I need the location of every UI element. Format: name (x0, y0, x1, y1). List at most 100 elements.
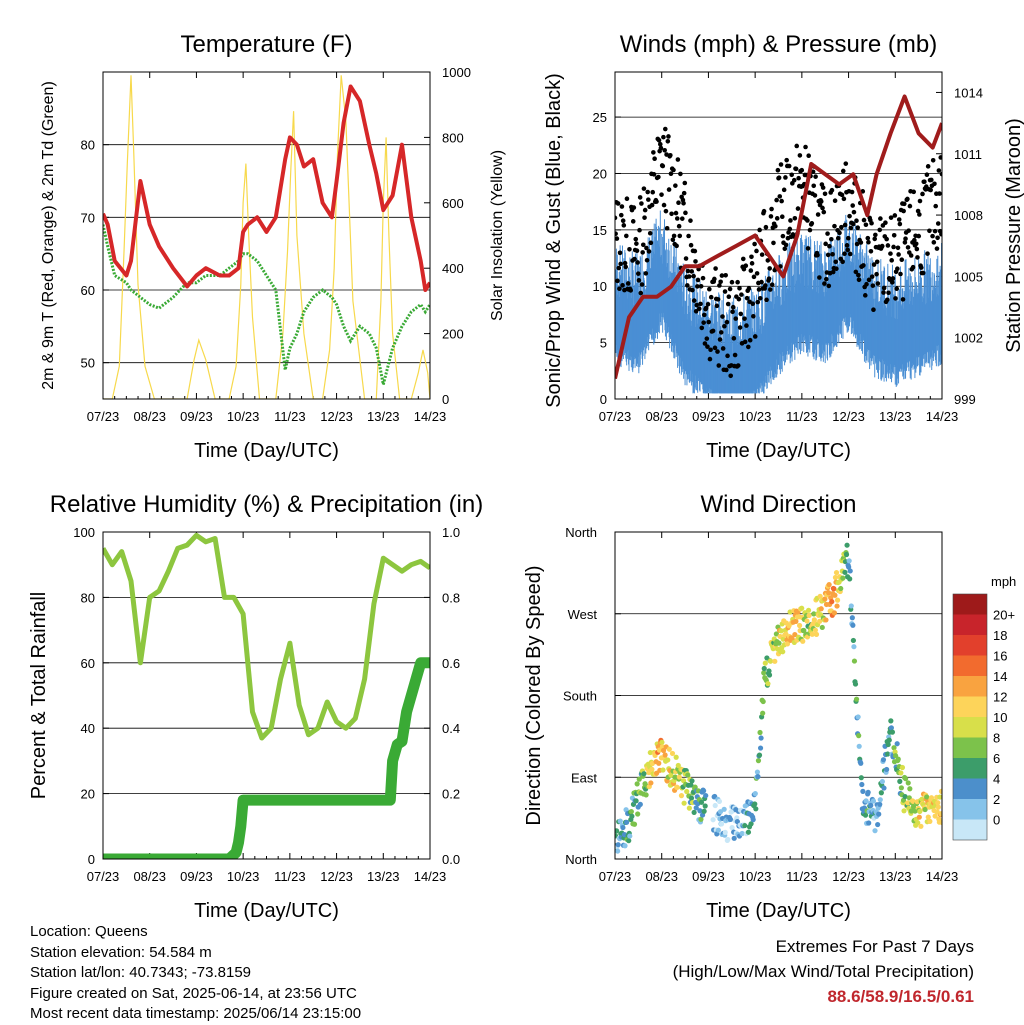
gust-point (765, 258, 771, 263)
latlon-text: Station lat/lon: 40.7343; -73.8159 (30, 964, 252, 981)
direction-point (717, 809, 724, 815)
gust-point (632, 256, 637, 262)
direction-point (765, 681, 771, 687)
extremes-box: Extremes For Past 7 Days (High/Low/Max W… (673, 934, 974, 1009)
winds-xtick-label: 12/23 (832, 409, 865, 424)
gust-point (936, 168, 942, 173)
direction-point (633, 798, 639, 804)
gust-point (622, 260, 628, 266)
direction-point (727, 816, 734, 823)
rh-y2tick-label: 0.4 (442, 721, 460, 736)
gust-point (794, 143, 800, 149)
gust-point (879, 243, 885, 249)
gust-point (674, 216, 680, 221)
speed-legend-label: 16 (993, 649, 1007, 664)
gust-point (847, 213, 852, 219)
gust-point (740, 256, 746, 262)
direction-point (688, 795, 695, 801)
gust-point (752, 241, 757, 247)
direction-point (878, 790, 884, 796)
direction-point (831, 586, 837, 592)
gust-point (656, 137, 662, 143)
direction-point (885, 751, 891, 757)
gust-point (693, 308, 699, 314)
winds-y2tick-label: 1005 (954, 269, 983, 284)
gust-point (630, 219, 636, 224)
gust-point (888, 251, 893, 256)
direction-point (842, 569, 848, 575)
direction-point (866, 820, 872, 826)
gust-point (661, 202, 667, 208)
direction-point (641, 771, 647, 777)
wind_direction-xtick-label: 10/23 (739, 869, 772, 884)
gust-point (910, 264, 916, 270)
gust-point (870, 283, 876, 288)
gust-point (735, 279, 740, 285)
direction-point (891, 745, 897, 751)
gust-point (896, 252, 901, 257)
gust-point (615, 236, 620, 241)
gust-point (917, 198, 923, 204)
direction-point (697, 808, 703, 814)
direction-point (858, 775, 864, 781)
gust-point (789, 172, 795, 178)
direction-point (905, 800, 911, 806)
speed-legend-swatch (953, 778, 987, 799)
gust-point (762, 283, 768, 288)
gust-point (840, 259, 845, 265)
direction-point (666, 746, 672, 752)
gust-point (698, 301, 703, 307)
gust-point (732, 352, 738, 358)
gust-point (676, 223, 682, 229)
gust-point (650, 189, 656, 195)
direction-point (761, 670, 767, 676)
gust-point (781, 187, 787, 193)
gust-point (829, 187, 835, 193)
direction-point (793, 618, 799, 624)
direction-point (870, 798, 877, 804)
gust-point (895, 266, 900, 272)
gust-point (874, 259, 880, 265)
speed-legend-swatch (953, 758, 987, 779)
direction-point (897, 778, 903, 784)
gust-point (739, 292, 744, 297)
gust-point (822, 281, 827, 286)
gust-point (636, 278, 642, 283)
direction-point (819, 624, 825, 631)
gust-point (724, 319, 730, 325)
direction-point (928, 795, 935, 801)
gust-point (717, 337, 723, 342)
rh-y2tick-label: 0.8 (442, 590, 460, 605)
gust-point (722, 289, 728, 294)
gust-point (928, 187, 933, 193)
gust-point (883, 220, 888, 226)
winds-ytick-label: 15 (593, 223, 607, 238)
direction-point (800, 638, 806, 644)
temperature-xtick-label: 13/23 (367, 409, 400, 424)
gust-point (842, 222, 848, 228)
gust-point (842, 251, 847, 257)
gust-point (826, 283, 832, 289)
direction-point (620, 824, 626, 831)
gust-point (931, 240, 937, 245)
gust-point (777, 194, 783, 199)
direction-point (889, 729, 896, 735)
gust-point (920, 270, 926, 276)
direction-point (659, 739, 665, 745)
gust-point (874, 271, 879, 277)
direction-point (925, 814, 931, 820)
gust-point (708, 347, 713, 353)
gust-point (744, 295, 750, 301)
gust-point (737, 325, 743, 330)
gust-point (875, 281, 881, 286)
direction-point (937, 794, 942, 800)
gust-point (784, 157, 789, 163)
gust-point (756, 287, 762, 292)
direction-point (856, 733, 862, 739)
gust-point (642, 207, 648, 213)
direction-point (693, 805, 699, 811)
direction-point (624, 819, 630, 825)
direction-point (858, 760, 864, 766)
gust-point (865, 235, 871, 241)
direction-point (852, 681, 859, 687)
